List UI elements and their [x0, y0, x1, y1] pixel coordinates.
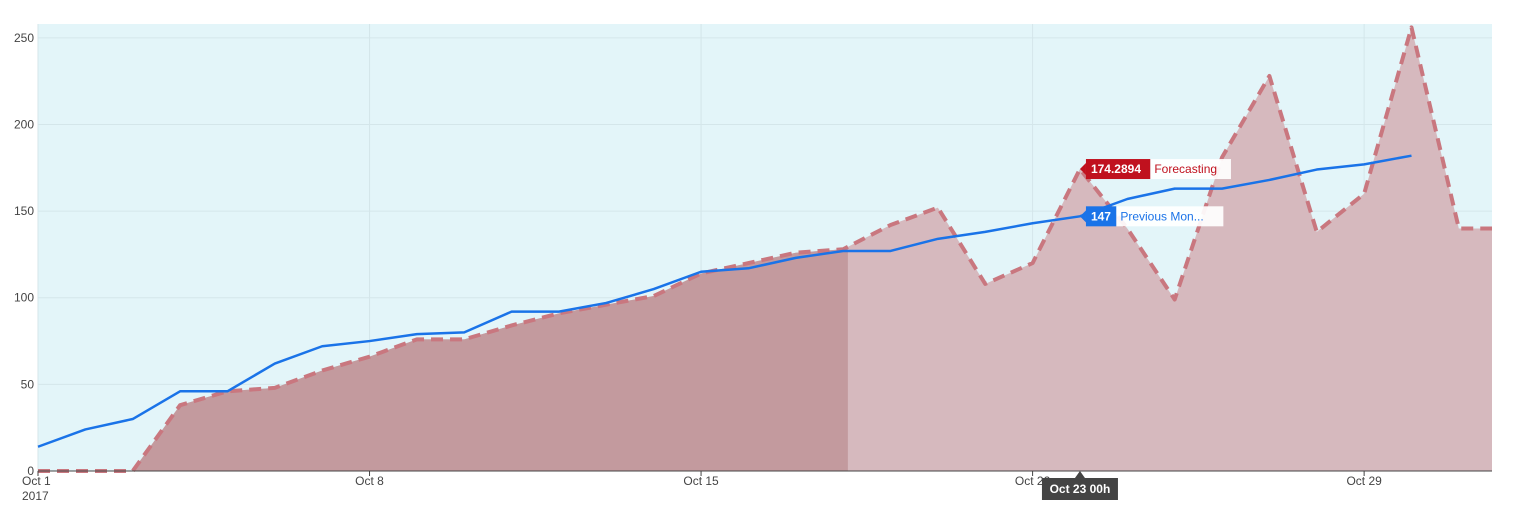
- forecasting-hover-label: 174.2894 Forecasting: [1079, 159, 1231, 180]
- y-tick-label: 150: [14, 204, 34, 218]
- history-area: [38, 246, 848, 471]
- hover-value: 147: [1091, 209, 1111, 223]
- y-tick-label: 100: [14, 291, 34, 305]
- x-tick-label: Oct 1: [22, 474, 51, 488]
- hover-value: 174.2894: [1091, 162, 1141, 176]
- x-tick-label: Oct 8: [355, 474, 384, 488]
- x-tick-label: Oct 22: [1015, 474, 1051, 488]
- hover-series-name: Previous Mon...: [1120, 209, 1203, 223]
- hover-tooltips: 174.2894 Forecasting 147 Previous Mon... Oct…: [1041, 159, 1231, 500]
- y-tick-label: 200: [14, 117, 34, 131]
- y-tick-label: 50: [21, 377, 35, 391]
- series-areas: [38, 27, 1492, 471]
- hover-series-name: Forecasting: [1154, 162, 1217, 176]
- forecasting-line[interactable]: [38, 25, 1492, 473]
- x-year-label: 2017: [22, 489, 49, 503]
- series-lines[interactable]: [37, 25, 1492, 473]
- x-tick-label: Oct 29: [1346, 474, 1382, 488]
- previous-month-line[interactable]: [37, 154, 1412, 448]
- x-tick-label: Oct 15: [683, 474, 719, 488]
- x-axis: Oct 1 Oct 8 Oct 15 Oct 22 Oct 29 2017: [22, 471, 1382, 503]
- y-tick-label: 0: [27, 464, 34, 478]
- x-hover-text: Oct 23 00h: [1050, 482, 1111, 496]
- y-tick-label: 250: [14, 31, 34, 45]
- x-hover-label: Oct 23 00h: [1041, 471, 1118, 500]
- previous-month-hover-label: 147 Previous Mon...: [1079, 206, 1224, 227]
- y-axis: 0 50 100 150 200 250: [14, 31, 34, 478]
